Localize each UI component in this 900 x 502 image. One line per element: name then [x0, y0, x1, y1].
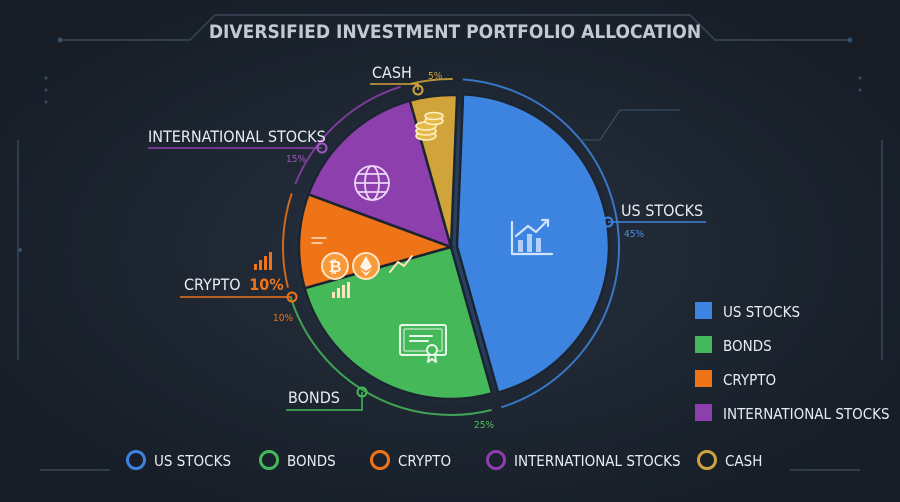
- slice-icons: ₿: [254, 111, 554, 363]
- legend-bottom-item-international-stocks: INTERNATIONAL STOCKS: [514, 452, 681, 470]
- legend-bottom-item-us-stocks: US STOCKS: [154, 452, 231, 470]
- ring-arc-us: [462, 78, 620, 409]
- certificate-icon: [399, 324, 447, 363]
- legend-bottom-marker-crypto: [370, 450, 390, 470]
- label-bonds: BONDS: [288, 388, 340, 407]
- legend-bottom-item-cash: CASH: [725, 452, 762, 470]
- legend-right: US STOCKS BONDS CRYPTO INTERNATIONAL STO…: [695, 302, 890, 423]
- slice-labels: US STOCKS 45% BONDS 25% CRYPTO 10% 10% I…: [148, 63, 706, 431]
- legend-right-swatch-us-stocks: [695, 302, 712, 319]
- ring-arc-intl: [294, 85, 401, 185]
- crypto-coins-icon: ₿: [311, 237, 413, 298]
- legend-right-swatch-bonds: [695, 336, 712, 353]
- bar-chart-icon: [254, 252, 272, 270]
- legend-bottom: US STOCKS BONDS CRYPTO INTERNATIONAL STO…: [126, 450, 762, 470]
- label-crypto: CRYPTO: [184, 275, 241, 294]
- legend-right-swatch-international-stocks: [695, 404, 712, 421]
- legend-right-item-us-stocks: US STOCKS: [723, 303, 800, 321]
- label-crypto-inline-value: 10%: [249, 275, 283, 294]
- legend-bottom-marker-us-stocks: [126, 450, 146, 470]
- svg-text:CRYPTO 10%: CRYPTO 10%: [184, 275, 284, 294]
- legend-bottom-marker-cash: [697, 450, 717, 470]
- ring-arc-bonds: [289, 297, 492, 416]
- pie-slice-us: [455, 93, 611, 395]
- globe-icon: [354, 165, 390, 201]
- label-international-stocks: INTERNATIONAL STOCKS: [148, 127, 326, 146]
- pie-slice-bonds: [303, 245, 494, 401]
- label-cash: CASH: [372, 63, 412, 82]
- ring-arc-crypto: [282, 193, 293, 288]
- legend-right-item-crypto: CRYPTO: [723, 371, 776, 389]
- value-us-stocks: 45%: [624, 229, 644, 240]
- label-us-stocks: US STOCKS: [621, 201, 703, 220]
- chart-title: DIVERSIFIED INVESTMENT PORTFOLIO ALLOCAT…: [209, 21, 701, 43]
- legend-right-item-international-stocks: INTERNATIONAL STOCKS: [723, 405, 890, 423]
- trend-chart-icon: [510, 218, 554, 256]
- value-bonds: 25%: [474, 420, 494, 431]
- legend-bottom-marker-international-stocks: [486, 450, 506, 470]
- outer-ring: [282, 78, 620, 416]
- value-crypto: 10%: [273, 313, 293, 324]
- legend-bottom-item-bonds: BONDS: [287, 452, 336, 470]
- legend-right-item-bonds: BONDS: [723, 337, 772, 355]
- decorative-dots: [18, 37, 862, 252]
- legend-bottom-item-crypto: CRYPTO: [398, 452, 451, 470]
- coin-stack-icon: [415, 111, 444, 141]
- value-cash: 5%: [428, 71, 443, 82]
- legend-right-swatch-crypto: [695, 370, 712, 387]
- value-international-stocks: 15%: [286, 154, 306, 165]
- legend-bottom-marker-bonds: [259, 450, 279, 470]
- svg-text:₿: ₿: [328, 257, 341, 276]
